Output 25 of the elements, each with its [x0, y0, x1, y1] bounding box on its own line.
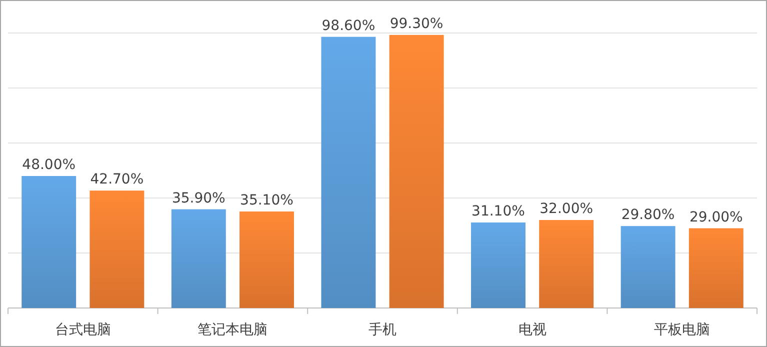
bar [620, 226, 676, 308]
bar [240, 211, 294, 308]
x-tick-label: 平板电脑 [654, 322, 710, 338]
x-tick-label: 手机 [368, 322, 396, 338]
bar [389, 34, 444, 308]
x-tick-label: 电视 [518, 322, 546, 338]
data-label: 29.00% [689, 209, 743, 226]
bar [171, 209, 226, 308]
bar [90, 190, 144, 308]
bar [22, 176, 76, 308]
data-label: 35.10% [240, 192, 294, 208]
data-label: 32.00% [540, 201, 594, 217]
data-label: 35.90% [172, 190, 226, 206]
bar [471, 222, 526, 308]
bar [321, 36, 376, 308]
data-label: 99.30% [390, 16, 444, 32]
data-label: 98.60% [322, 18, 376, 34]
x-tick-label: 台式电脑 [54, 322, 111, 338]
bar [539, 220, 594, 308]
data-label: 48.00% [22, 157, 76, 173]
data-label: 29.80% [621, 207, 675, 224]
x-tick-label: 笔记本电脑 [198, 322, 268, 338]
data-label: 31.10% [472, 203, 525, 220]
data-label: 42.70% [90, 172, 144, 188]
bar [688, 228, 744, 308]
